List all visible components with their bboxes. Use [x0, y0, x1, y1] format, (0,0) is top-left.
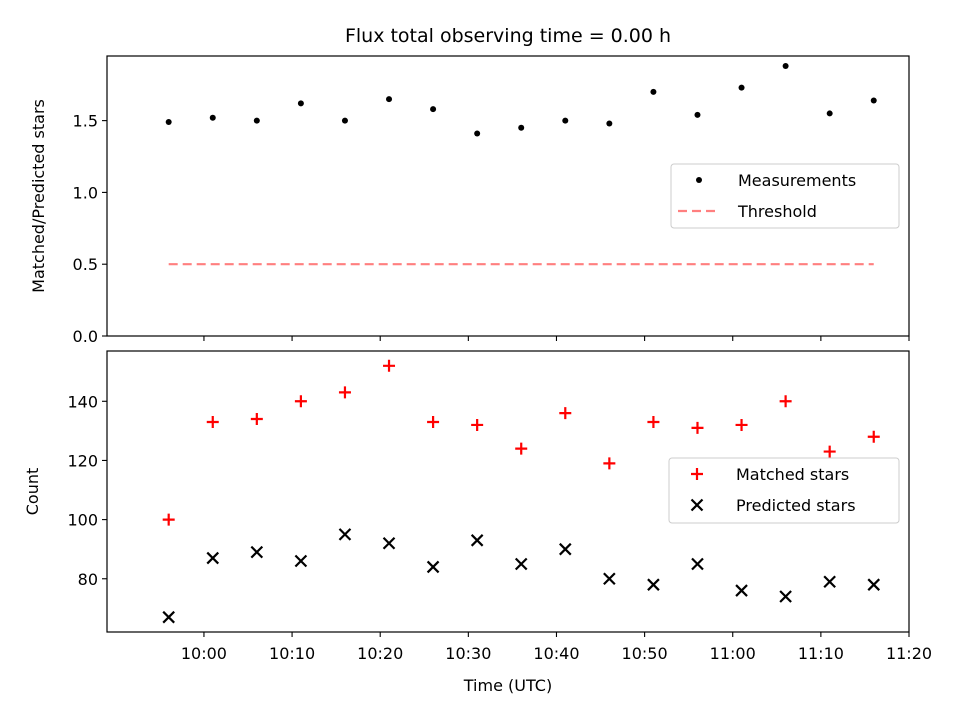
predicted-stars-point	[206, 551, 220, 565]
measurements-point	[562, 117, 569, 124]
legend-label: Predicted stars	[736, 496, 856, 515]
x-tick-label: 11:00	[710, 644, 756, 663]
predicted-stars-point	[338, 528, 352, 541]
measurements-point	[386, 96, 393, 103]
predicted-stars-point	[250, 545, 264, 559]
measurements-point	[209, 114, 216, 121]
x-tick-label: 11:10	[798, 644, 844, 663]
measurements-point	[694, 111, 701, 118]
legend-handle	[691, 468, 703, 480]
chart-title: Flux total observing time = 0.00 h	[345, 25, 671, 47]
x-tick-label: 10:50	[622, 644, 668, 663]
axes-frame	[106, 55, 910, 337]
predicted-stars-point	[823, 575, 836, 588]
y-tick-label: 1.0	[73, 183, 98, 202]
matched-stars-point	[515, 442, 528, 455]
matched-stars-point	[427, 415, 440, 428]
x-tick-label: 10:40	[533, 644, 579, 663]
y-tick-label: 0.0	[73, 327, 98, 346]
predicted-stars-point	[382, 536, 396, 550]
legend-box	[670, 163, 900, 229]
predicted-stars-point	[162, 610, 175, 624]
matched-stars-point	[559, 407, 572, 420]
measurements-point	[782, 63, 789, 70]
matched-stars-point	[250, 413, 263, 426]
measurements-point	[165, 119, 172, 126]
predicted-stars-point	[559, 542, 572, 556]
predicted-stars-point	[470, 534, 484, 547]
predicted-stars-point	[691, 557, 704, 571]
x-tick-label: 11:20	[886, 644, 932, 663]
y-axis-label: Matched/Predicted stars	[29, 99, 48, 293]
matched-stars-point	[294, 395, 307, 408]
predicted-stars-point	[647, 578, 660, 591]
matched-stars-point	[823, 445, 836, 458]
legend-label: Threshold	[737, 202, 817, 221]
measurements-point	[738, 84, 745, 91]
measurements-point	[650, 88, 657, 95]
matched-stars-point	[603, 457, 616, 470]
x-axis-label: Time (UTC)	[463, 676, 552, 695]
matched-stars-point	[691, 421, 704, 434]
predicted-stars-point	[867, 578, 881, 591]
y-tick-label: 80	[78, 570, 98, 589]
predicted-stars-point	[779, 590, 792, 603]
matched-stars-point	[647, 415, 660, 428]
axes-frame	[106, 350, 910, 633]
predicted-stars-point	[426, 560, 440, 574]
predicted-stars-point	[514, 557, 528, 571]
y-tick-label: 1.5	[73, 112, 98, 131]
x-tick-label: 10:00	[181, 644, 227, 663]
predicted-stars-point	[603, 572, 616, 586]
matched-stars-point	[206, 415, 219, 428]
matched-stars-point	[383, 359, 396, 372]
measurements-point	[826, 110, 833, 117]
matched-stars-point	[779, 395, 792, 408]
y-axis-label: Count	[23, 468, 42, 516]
x-tick-label: 10:30	[445, 644, 491, 663]
measurements-point	[253, 117, 260, 124]
measurements-point	[870, 97, 877, 104]
count-panel: 80 100 120 140 10:00 10:10 10:20 10:30 10:40 10:5…	[23, 350, 932, 695]
y-tick-label: 0.5	[73, 255, 98, 274]
y-tick-label: 120	[67, 451, 98, 470]
legend-box	[668, 457, 900, 524]
y-tick-label: 100	[67, 511, 98, 530]
predicted-stars-point	[294, 554, 308, 568]
measurements-point	[297, 100, 304, 107]
matched-stars-point	[735, 418, 748, 431]
x-tick-label: 10:10	[269, 644, 315, 663]
legend-handle	[696, 177, 702, 183]
x-tick-label: 10:20	[357, 644, 403, 663]
ratio-panel: 0.0 0.5 1.0 1.5 Matched/Predicted stars Flux …	[29, 25, 910, 346]
legend-handle	[690, 498, 704, 512]
predicted-stars-point	[735, 584, 748, 597]
measurements-point	[341, 117, 348, 124]
y-tick-label: 140	[67, 392, 98, 411]
matched-stars-point	[162, 513, 175, 526]
measurements-point	[518, 124, 525, 131]
matched-stars-point	[867, 430, 880, 443]
legend-label: Measurements	[738, 171, 856, 190]
measurements-point	[606, 120, 613, 127]
measurements-point	[474, 130, 481, 137]
matched-stars-point	[471, 418, 484, 431]
legend-label: Matched stars	[736, 465, 849, 484]
matched-stars-point	[338, 386, 351, 399]
measurements-point	[430, 106, 437, 113]
